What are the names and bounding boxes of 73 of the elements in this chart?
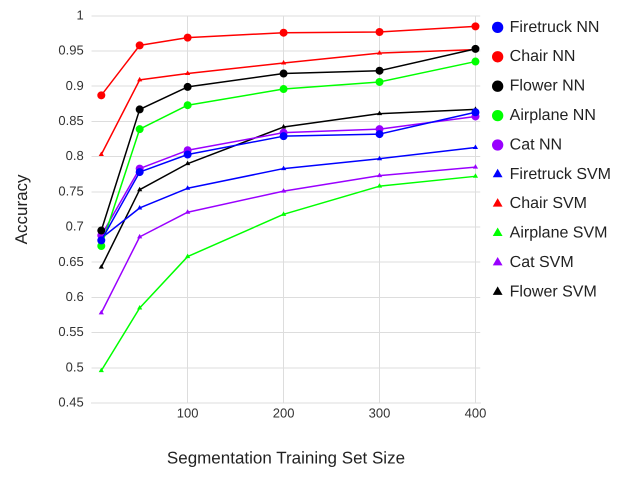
y-tick-label: 0.6	[66, 288, 84, 304]
y-tick-label: 0.95	[58, 42, 84, 58]
point	[137, 234, 142, 238]
point	[376, 172, 382, 178]
point	[376, 50, 382, 55]
point	[280, 28, 288, 37]
y-axis-title: Accuracy	[12, 174, 31, 244]
point	[376, 78, 384, 86]
point	[280, 70, 288, 78]
y-tick-label: 0.45	[58, 394, 84, 410]
point	[376, 183, 382, 188]
point	[280, 166, 286, 170]
legend-label: Chair SVM	[510, 195, 588, 212]
x-tick-label: 300	[368, 405, 390, 420]
point	[280, 132, 288, 140]
point	[185, 254, 190, 258]
legend-label: Flower SVM	[510, 283, 597, 300]
y-tick-label: 0.5	[66, 359, 84, 374]
point	[376, 110, 382, 116]
point	[98, 264, 104, 269]
y-tick-label: 0.85	[58, 112, 84, 128]
point	[376, 28, 384, 36]
point	[185, 70, 190, 76]
point	[184, 82, 192, 91]
point	[137, 76, 142, 82]
point	[97, 236, 106, 244]
y-tick-label: 0.65	[58, 254, 84, 269]
point	[184, 101, 192, 110]
point	[137, 204, 142, 210]
y-tick-label: 0.8	[66, 148, 84, 164]
point	[97, 226, 106, 235]
point	[136, 41, 144, 50]
legend-label: Flower NN	[510, 78, 586, 95]
point	[184, 34, 192, 42]
y-tick-label: 1	[76, 7, 84, 22]
point	[472, 173, 478, 178]
legend-label: Airplane NN	[510, 107, 596, 124]
x-axis-title: Segmentation Training Set Size	[166, 448, 406, 468]
x-tick-label: 100	[176, 405, 198, 420]
y-tick-label: 0.55	[58, 324, 84, 340]
point	[136, 105, 144, 114]
point	[137, 304, 142, 310]
legend-label: Firetruck NN	[510, 18, 600, 36]
point	[185, 160, 190, 166]
point	[471, 22, 480, 30]
point	[98, 368, 104, 372]
x-tick-label: 400	[464, 405, 486, 420]
legend-label: Chair NN	[510, 48, 576, 66]
point	[280, 85, 288, 94]
y-tick-label: 0.9	[66, 78, 84, 93]
x-tick-label: 200	[272, 405, 294, 420]
legend-label: Cat NN	[510, 136, 562, 154]
point	[280, 60, 286, 64]
point	[184, 150, 192, 158]
y-tick-label: 0.75	[58, 183, 84, 198]
point	[97, 91, 106, 100]
point	[98, 151, 104, 156]
point	[471, 58, 480, 66]
point	[136, 168, 144, 176]
point	[472, 164, 478, 169]
y-tick-label: 0.7	[66, 218, 84, 234]
point	[472, 144, 478, 149]
point	[376, 156, 382, 160]
point	[471, 108, 480, 116]
point	[376, 130, 384, 138]
point	[98, 310, 104, 314]
point	[376, 66, 384, 75]
legend-label: Airplane SVM	[510, 224, 608, 242]
legend-label: Firetruck SVM	[510, 166, 611, 183]
legend-label: Cat SVM	[510, 254, 574, 272]
point	[280, 188, 286, 193]
point	[136, 125, 144, 134]
point	[185, 185, 190, 190]
